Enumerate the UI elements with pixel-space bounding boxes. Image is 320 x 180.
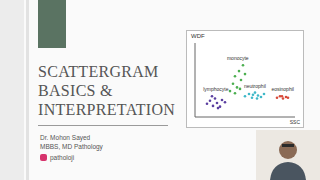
html-text:patholoji: patholoji [50, 154, 75, 161]
html-text:MBBS, MD Pathology: MBBS, MD Pathology [40, 143, 103, 150]
html-text:Dr. Mohon Sayed: Dr. Mohon Sayed [40, 134, 91, 141]
html-text:BASICS &: BASICS & [38, 82, 113, 99]
svg-text:eosinophil: eosinophil [271, 86, 294, 92]
svg-text:monocyte: monocyte [227, 55, 249, 61]
svg-text:lymphocyte: lymphocyte [203, 86, 229, 92]
html-text:INTERPRETATION: INTERPRETATION [38, 101, 176, 118]
html-text:WDF: WDF [191, 33, 205, 39]
svg-text:neutrophil: neutrophil [244, 83, 266, 89]
html-text:SCATTERGRAM: SCATTERGRAM [38, 63, 159, 80]
html-text:SSC: SSC [289, 119, 300, 125]
